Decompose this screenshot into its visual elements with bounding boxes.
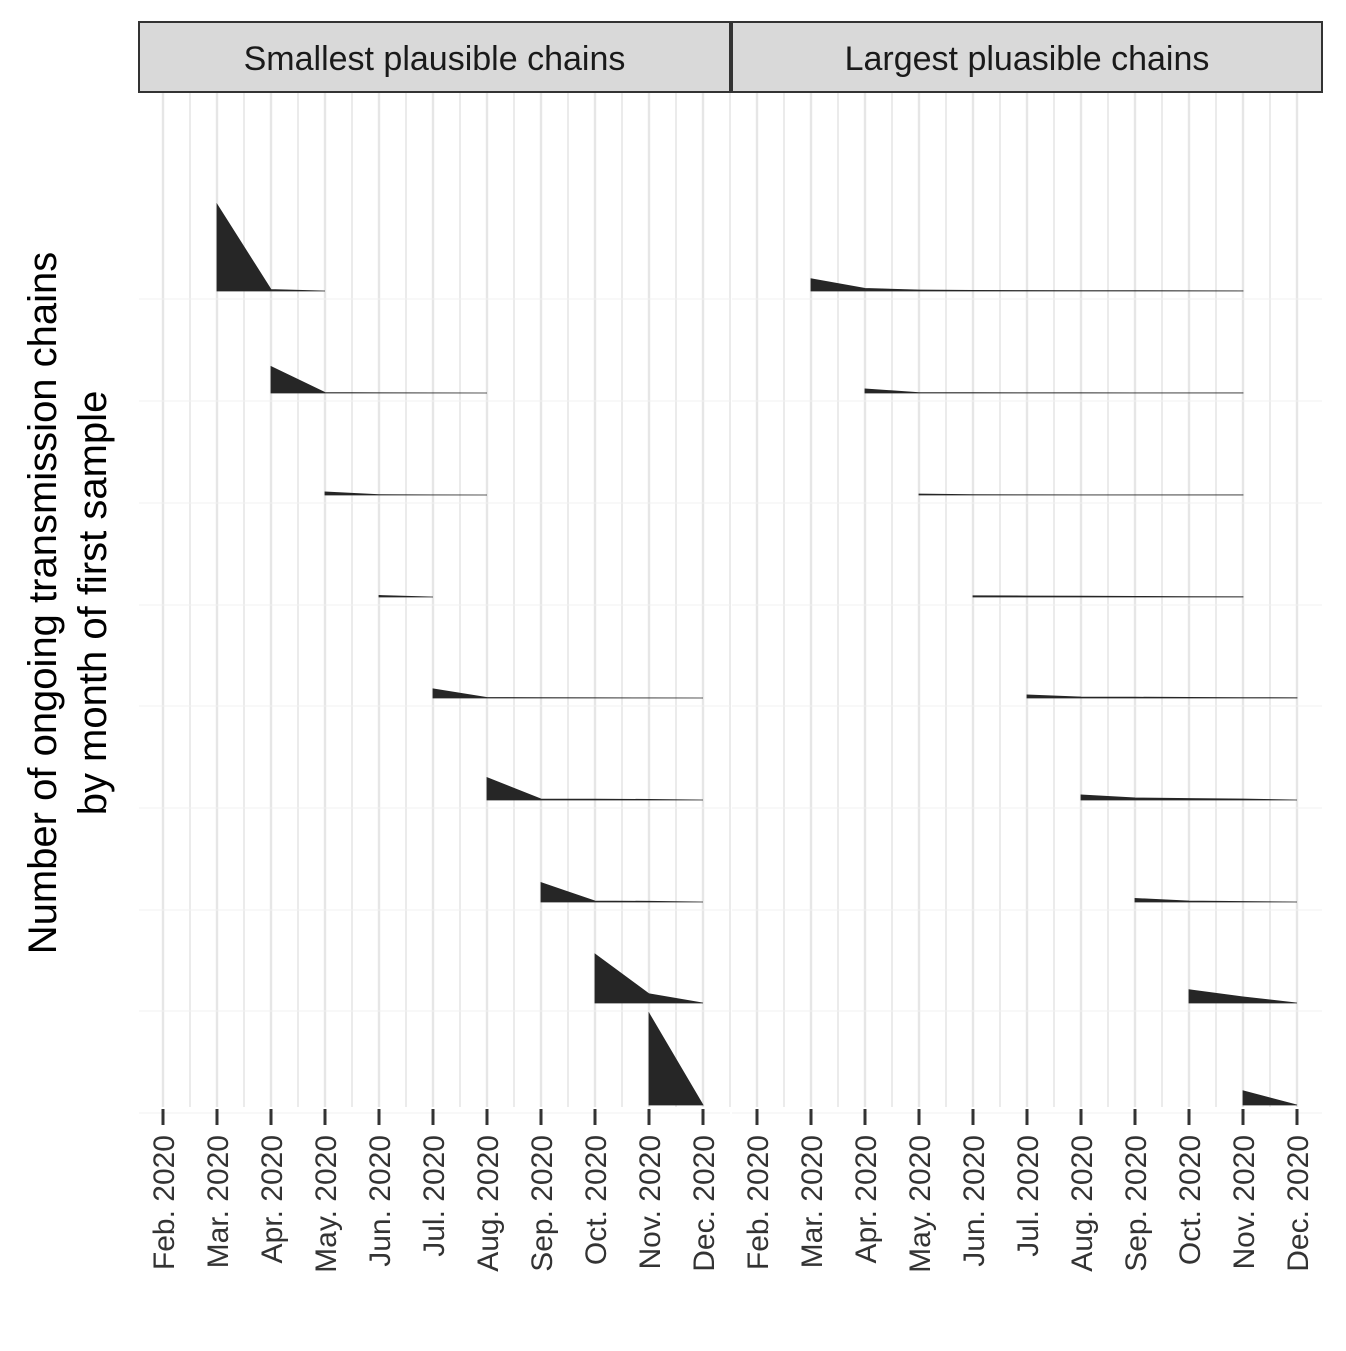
- x-tick-label: Jun. 2020: [958, 1135, 991, 1267]
- x-tick-label: Nov. 2020: [634, 1135, 667, 1270]
- y-axis-label-line-2: by month of first sample: [71, 391, 115, 816]
- x-tick-label: May. 2020: [310, 1135, 343, 1273]
- x-tick-label: Aug. 2020: [472, 1135, 505, 1272]
- x-tick-label: Sep. 2020: [1120, 1135, 1153, 1272]
- x-tick-label: Jun. 2020: [364, 1135, 397, 1267]
- x-tick-label: Mar. 2020: [796, 1135, 829, 1268]
- x-tick-label: Aug. 2020: [1066, 1135, 1099, 1272]
- x-tick-label: Feb. 2020: [742, 1135, 775, 1270]
- ridge-area-nov-2020: [648, 1011, 704, 1106]
- x-tick-label: Oct. 2020: [1174, 1135, 1207, 1265]
- facet-strip-label: Smallest plausible chains: [244, 40, 626, 78]
- x-tick-label: Jul. 2020: [1012, 1135, 1045, 1257]
- ridge-area-sep-2020: [1134, 898, 1298, 903]
- x-tick-label: Apr. 2020: [256, 1135, 289, 1263]
- ridge-area-mar-2020: [216, 202, 326, 292]
- ridge-area-jul-2020: [432, 688, 704, 699]
- x-tick-label: Jul. 2020: [418, 1135, 451, 1257]
- ridge-area-oct-2020: [1188, 989, 1298, 1004]
- ridge-area-jun-2020: [378, 595, 434, 598]
- ridge-area-jun-2020: [972, 595, 1244, 598]
- facet-strip-label: Largest pluasible chains: [845, 40, 1210, 78]
- x-tick-label: Sep. 2020: [526, 1135, 559, 1272]
- x-tick-label: May. 2020: [904, 1135, 937, 1273]
- x-tick-label: Feb. 2020: [148, 1135, 181, 1270]
- facet-panel-2: Largest pluasible chains Feb. 2020 Mar. 20…: [731, 21, 1323, 1273]
- x-tick-label: Dec. 2020: [688, 1135, 721, 1272]
- ridge-area-may-2020: [324, 491, 488, 496]
- facet-strip: [731, 21, 1323, 93]
- ridge-area-oct-2020: [594, 953, 704, 1004]
- x-tick-label: Dec. 2020: [1282, 1135, 1315, 1272]
- ridge-area-aug-2020: [1080, 794, 1298, 801]
- y-axis-label-line-1: Number of ongoing transmission chains: [21, 252, 65, 955]
- facet-panel-1: Smallest plausible chains Feb. 2020 Mar. 2…: [138, 21, 731, 1273]
- ridge-area-jul-2020: [1026, 694, 1298, 699]
- ridge-area-nov-2020: [1242, 1090, 1298, 1106]
- ridge-area-mar-2020: [810, 278, 1244, 292]
- ridge-area-sep-2020: [540, 882, 704, 903]
- x-tick-label: Nov. 2020: [1228, 1135, 1261, 1270]
- y-axis-label: Number of ongoing transmission chains by…: [21, 252, 115, 955]
- ridge-area-may-2020: [918, 493, 1244, 496]
- facet-strip: [138, 21, 731, 93]
- x-tick-label: Oct. 2020: [580, 1135, 613, 1265]
- x-tick-label: Apr. 2020: [850, 1135, 883, 1263]
- ridge-area-apr-2020: [864, 388, 1244, 394]
- x-tick-label: Mar. 2020: [202, 1135, 235, 1268]
- ridge-area-apr-2020: [270, 365, 488, 394]
- ridge-area-aug-2020: [486, 776, 704, 801]
